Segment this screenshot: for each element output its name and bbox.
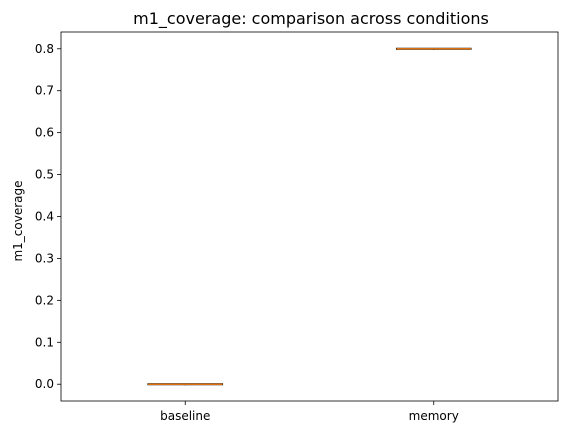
axes-frame	[60, 31, 559, 402]
x-tick-label: memory	[409, 409, 459, 423]
chart-title: m1_coverage: comparison across condition…	[133, 9, 489, 29]
x-tick-label: baseline	[160, 409, 210, 423]
y-tick-label: 0.2	[35, 293, 54, 307]
y-tick-label: 0.1	[35, 335, 54, 349]
y-axis-label: m1_coverage	[11, 180, 25, 261]
plot-area: 0.0 0.1 0.2 0.3 0.4 0.5 0.6 0.7 0.8 baseline memor…	[35, 31, 559, 423]
y-tick-label: 0.5	[35, 168, 54, 182]
y-tick-label: 0.4	[35, 210, 54, 224]
y-tick-label: 0.0	[35, 377, 54, 391]
y-tick-label: 0.7	[35, 84, 54, 98]
y-tick-label: 0.6	[35, 126, 54, 140]
y-tick-label: 0.3	[35, 251, 54, 265]
y-tick-label: 0.8	[35, 42, 54, 56]
